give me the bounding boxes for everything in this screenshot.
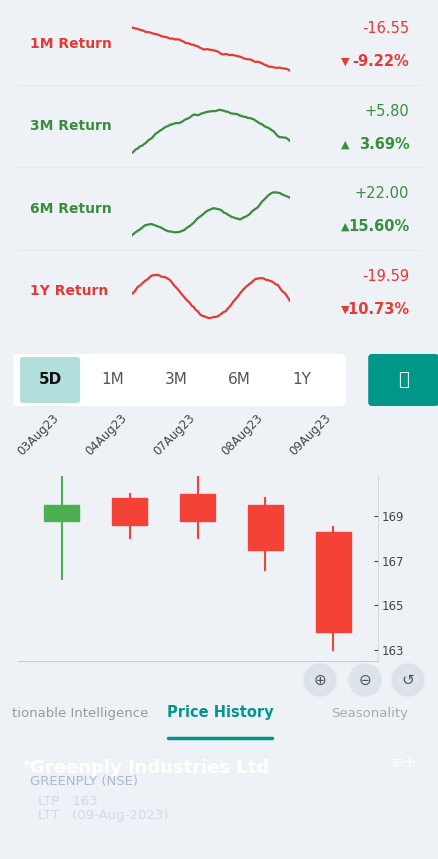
- Text: Greenply Industries Ltd: Greenply Industries Ltd: [30, 759, 268, 777]
- Text: +5.80: +5.80: [364, 104, 408, 119]
- Text: 09Aug23: 09Aug23: [286, 411, 332, 458]
- Text: 📊: 📊: [397, 371, 407, 389]
- Bar: [180, 494, 215, 521]
- Bar: [315, 532, 350, 632]
- Text: ↺: ↺: [401, 673, 413, 687]
- Text: ▼: ▼: [340, 304, 348, 314]
- FancyBboxPatch shape: [13, 354, 345, 406]
- Text: GREENPLY (NSE): GREENPLY (NSE): [30, 775, 138, 788]
- Text: tionable Intelligence: tionable Intelligence: [12, 706, 148, 720]
- Text: LTT : (09-Aug-2023): LTT : (09-Aug-2023): [38, 809, 168, 822]
- Text: 5D: 5D: [38, 373, 61, 387]
- Text: Price History: Price History: [166, 705, 273, 721]
- Circle shape: [303, 664, 335, 696]
- Text: 15.60%: 15.60%: [347, 219, 408, 235]
- Text: ⊕: ⊕: [313, 673, 325, 687]
- FancyBboxPatch shape: [367, 354, 438, 406]
- Text: 1Y Return: 1Y Return: [30, 284, 108, 298]
- Text: 6M: 6M: [227, 373, 250, 387]
- Circle shape: [391, 664, 423, 696]
- Text: ←: ←: [22, 755, 37, 773]
- Text: ⊖: ⊖: [358, 673, 371, 687]
- Text: -19.59: -19.59: [361, 269, 408, 283]
- Bar: [247, 505, 283, 550]
- Text: -9.22%: -9.22%: [352, 54, 408, 70]
- Bar: [44, 505, 79, 521]
- Text: 1M Return: 1M Return: [30, 37, 111, 51]
- Text: 3M Return: 3M Return: [30, 119, 111, 133]
- Text: 04Aug23: 04Aug23: [83, 411, 129, 458]
- Text: 6M Return: 6M Return: [30, 202, 111, 216]
- Text: 07Aug23: 07Aug23: [151, 411, 197, 458]
- Text: ▲: ▲: [340, 139, 348, 149]
- Text: ▼: ▼: [340, 57, 348, 67]
- Text: 3.69%: 3.69%: [358, 137, 408, 152]
- Text: 3M: 3M: [164, 373, 187, 387]
- Text: +22.00: +22.00: [354, 186, 408, 201]
- FancyBboxPatch shape: [20, 357, 80, 403]
- Text: 08Aug23: 08Aug23: [219, 411, 265, 458]
- Bar: [112, 498, 147, 525]
- Circle shape: [348, 664, 380, 696]
- Text: -10.73%: -10.73%: [341, 302, 408, 317]
- Text: ▲: ▲: [340, 222, 348, 232]
- Text: 1M: 1M: [102, 373, 124, 387]
- Text: LTP : 163: LTP : 163: [38, 795, 98, 808]
- Text: Seasonality: Seasonality: [331, 706, 408, 720]
- Text: -16.55: -16.55: [361, 21, 408, 36]
- Text: 03Aug23: 03Aug23: [15, 411, 62, 458]
- Text: 1Y: 1Y: [292, 373, 311, 387]
- Text: ≡+: ≡+: [391, 755, 416, 770]
